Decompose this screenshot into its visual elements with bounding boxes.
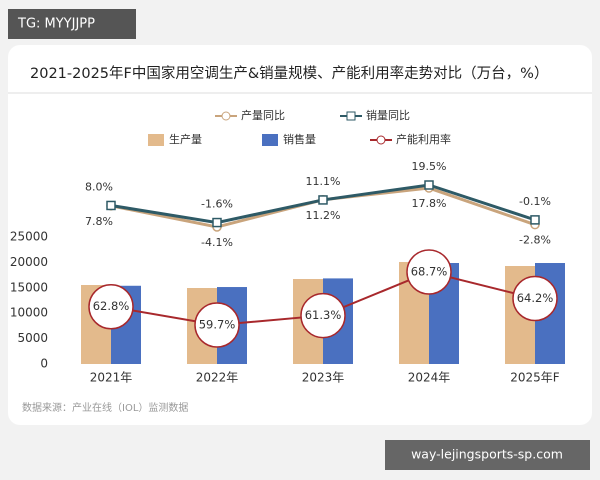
- marker: [300, 292, 346, 339]
- x-tick-label: 2025年F: [510, 371, 560, 385]
- legend-swatch: [221, 111, 231, 121]
- marker: [424, 180, 434, 190]
- data-label: 64.2%: [517, 291, 554, 305]
- data-label: 19.5%: [412, 160, 447, 173]
- marker: [318, 195, 328, 205]
- marker: [194, 302, 240, 348]
- legend-label: 销量同比: [366, 108, 410, 122]
- y-tick-label: 20000: [10, 255, 48, 269]
- legend-label: 产量同比: [241, 108, 285, 122]
- source: 数据来源：产业在线（IOL）监测数据: [22, 401, 188, 414]
- marker: [106, 200, 116, 211]
- header-tag: TG: MYYJJPP: [17, 17, 95, 32]
- y-tick-label: 5000: [17, 331, 48, 345]
- legend-swatch: [376, 135, 386, 145]
- x-tick-label: 2022年: [196, 371, 239, 385]
- data-label: 11.2%: [306, 209, 341, 222]
- legend-label: 生产量: [169, 132, 202, 146]
- x-tick-label: 2021年: [90, 371, 133, 385]
- legend-swatch: [262, 134, 278, 146]
- data-label: -0.1%: [519, 195, 551, 208]
- data-label: 8.0%: [85, 180, 113, 193]
- data-label: 61.3%: [305, 308, 342, 322]
- legend-swatch: [148, 134, 164, 146]
- marker: [512, 275, 558, 322]
- y-tick-label: 25000: [10, 230, 48, 244]
- data-label: 17.8%: [412, 197, 447, 210]
- data-label: 59.7%: [199, 318, 236, 332]
- footer-tag: way-lejingsports-sp.com: [411, 447, 563, 462]
- marker: [212, 217, 222, 228]
- marker: [88, 283, 134, 330]
- legend-swatch: [346, 111, 356, 121]
- data-label: 68.7%: [411, 265, 448, 279]
- data-label: 62.8%: [93, 299, 130, 313]
- legend-label: 产能利用率: [396, 132, 451, 146]
- data-label: -2.8%: [519, 234, 551, 247]
- marker: [530, 215, 540, 225]
- x-tick-label: 2024年: [408, 371, 451, 385]
- footer-box: [385, 440, 590, 470]
- y-tick-label: 15000: [10, 280, 48, 294]
- chart-title: 2021-2025年F中国家用空调生产&销量规模、产能利用率走势对比（万台，%）: [30, 65, 548, 82]
- data-label: -1.6%: [201, 198, 233, 211]
- data-label: 11.1%: [306, 175, 341, 188]
- tag-box: [8, 9, 136, 39]
- y-tick-label: 0: [40, 357, 48, 371]
- data-label: -4.1%: [201, 236, 233, 249]
- marker: [406, 249, 452, 295]
- y-tick-label: 10000: [10, 306, 48, 320]
- card: [8, 45, 592, 425]
- legend-label: 销售量: [283, 132, 316, 146]
- data-label: 7.8%: [85, 215, 113, 228]
- x-tick-label: 2023年: [302, 371, 345, 385]
